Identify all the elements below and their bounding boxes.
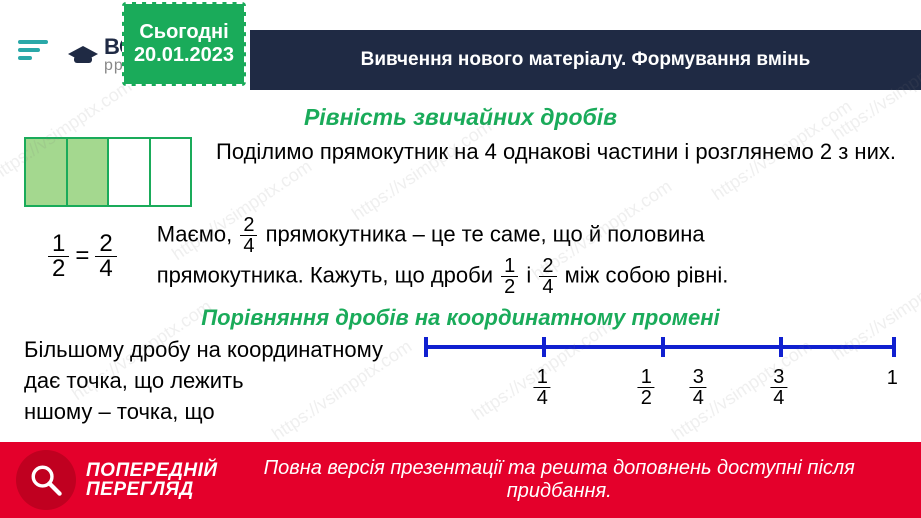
fraction: 2 4 bbox=[95, 232, 116, 281]
nl-label: 14 bbox=[532, 367, 553, 408]
header-bar: Вивчення нового матеріалу. Формування вм… bbox=[250, 30, 921, 90]
nl-label: 34 bbox=[768, 367, 789, 408]
magnifier-icon bbox=[16, 450, 76, 510]
denominator: 4 bbox=[539, 277, 556, 297]
denominator: 4 bbox=[534, 388, 551, 408]
row-equation-para2: 1 2 = 2 4 Маємо, 2 4 прямокутника – це т… bbox=[24, 215, 897, 297]
denominator: 4 bbox=[95, 257, 116, 281]
slide: https://vsimpptx.com https://vsimpptx.co… bbox=[0, 0, 921, 518]
nl-tick bbox=[892, 337, 896, 357]
nl-label: 1 bbox=[887, 367, 898, 390]
equals-sign: = bbox=[75, 242, 89, 270]
paragraph-2: Маємо, 2 4 прямокутника – це те саме, що… bbox=[157, 215, 729, 297]
denominator: 4 bbox=[690, 388, 707, 408]
denominator: 2 bbox=[638, 388, 655, 408]
banner-label-line2: ПЕРЕГЛЯД bbox=[86, 479, 194, 500]
numerator: 2 bbox=[539, 256, 556, 277]
numerator: 1 bbox=[48, 232, 69, 257]
denominator: 4 bbox=[240, 236, 257, 256]
row-rectangle-para: Поділимо прямокутник на 4 однакові части… bbox=[24, 137, 897, 207]
graduation-cap-icon bbox=[68, 44, 98, 66]
numerator: 2 bbox=[240, 215, 257, 236]
nl-tick bbox=[661, 337, 665, 357]
row-numberline: Більшому дробу на координатному дає точк… bbox=[24, 335, 897, 429]
denominator: 2 bbox=[501, 277, 518, 297]
number-line bbox=[424, 345, 893, 349]
header-title: Вивчення нового матеріалу. Формування вм… bbox=[361, 49, 811, 71]
text-fragment: прямокутника – це те саме, що й половина bbox=[266, 221, 705, 246]
banner-label: ПОПЕРЕДНІЙ ПЕРЕГЛЯД bbox=[86, 461, 218, 499]
fraction-rectangle-diagram bbox=[24, 137, 192, 207]
nl-label: 34 bbox=[688, 367, 709, 408]
rect-cell bbox=[68, 139, 110, 205]
logo-icon bbox=[18, 40, 62, 70]
fraction-inline: 2 4 bbox=[240, 215, 257, 256]
section2-text: Більшому дробу на координатному дає точк… bbox=[24, 335, 404, 429]
date-line2: 20.01.2023 bbox=[134, 44, 234, 67]
rect-cell bbox=[151, 139, 191, 205]
nl-tick bbox=[542, 337, 546, 357]
text-line: дає точка, що лежить bbox=[24, 368, 244, 393]
numerator: 1 bbox=[534, 367, 551, 388]
text-fragment: Маємо, bbox=[157, 221, 239, 246]
date-badge: Сьогодні 20.01.2023 bbox=[122, 2, 246, 86]
text-fragment: між собою рівні. bbox=[565, 262, 729, 287]
section2-title: Порівняння дробів на координатному проме… bbox=[24, 305, 897, 331]
text-fragment: і bbox=[526, 262, 537, 287]
text-fragment: прямокутника. Кажуть, що дроби bbox=[157, 262, 499, 287]
paragraph-1: Поділимо прямокутник на 4 однакові части… bbox=[216, 137, 896, 168]
text-line: ншому – точка, що bbox=[24, 399, 215, 424]
numerator: 1 bbox=[501, 256, 518, 277]
numerator: 3 bbox=[770, 367, 787, 388]
denominator: 4 bbox=[770, 388, 787, 408]
fraction-equation: 1 2 = 2 4 bbox=[48, 232, 117, 281]
denominator: 2 bbox=[48, 257, 69, 281]
rect-cell bbox=[26, 139, 68, 205]
numerator: 3 bbox=[690, 367, 707, 388]
banner-label-line1: ПОПЕРЕДНІЙ bbox=[86, 460, 218, 481]
preview-banner: ПОПЕРЕДНІЙ ПЕРЕГЛЯД Повна версія презент… bbox=[0, 442, 921, 518]
fraction: 1 2 bbox=[48, 232, 69, 281]
text-line: Більшому дробу на координатному bbox=[24, 337, 383, 362]
number-line-diagram: 14 12 34 34 1 bbox=[424, 339, 897, 429]
nl-tick bbox=[779, 337, 783, 357]
banner-message: Повна версія презентації та решта доповн… bbox=[218, 457, 921, 503]
nl-label: 12 bbox=[636, 367, 657, 408]
date-line1: Сьогодні bbox=[139, 21, 228, 44]
numerator: 2 bbox=[95, 232, 116, 257]
fraction-inline: 1 2 bbox=[501, 256, 518, 297]
section1-title: Рівність звичайних дробів bbox=[24, 104, 897, 131]
nl-tick bbox=[424, 337, 428, 357]
numerator: 1 bbox=[638, 367, 655, 388]
fraction-inline: 2 4 bbox=[539, 256, 556, 297]
rect-cell bbox=[109, 139, 151, 205]
